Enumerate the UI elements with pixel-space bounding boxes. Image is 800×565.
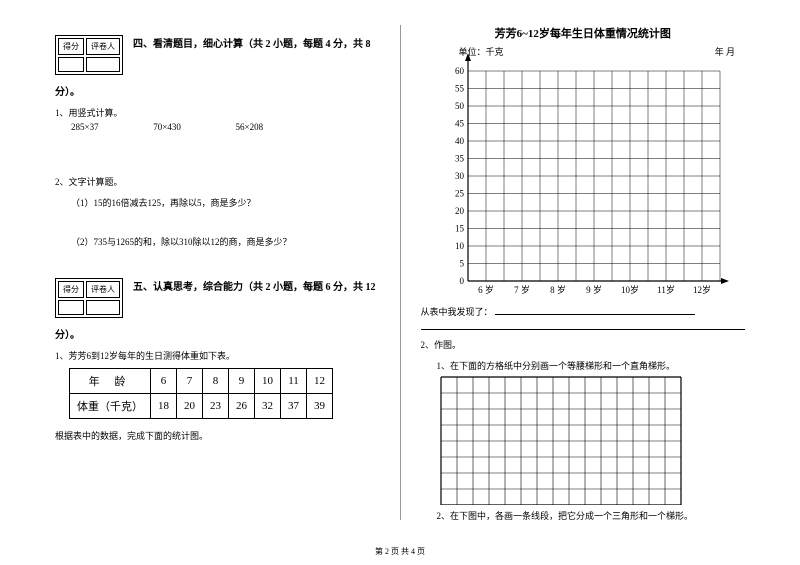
calc-1: 285×37 xyxy=(71,122,151,132)
svg-text:45: 45 xyxy=(455,119,465,129)
svg-text:60: 60 xyxy=(455,66,465,76)
chart-grid: 605550454035302520151050 6 岁7 岁8 岁9 岁10岁… xyxy=(428,41,738,301)
score-box: 得分评卷人 xyxy=(55,35,123,75)
section4-title: 四、看清题目，细心计算（共 2 小题，每题 4 分，共 8 xyxy=(133,35,371,50)
page-footer: 第 2 页 共 4 页 xyxy=(0,546,800,557)
stat-chart: 芳芳6~12岁每年生日体重情况统计图 单位：千克 年 月 60555045403… xyxy=(421,25,746,330)
weight-label: 体重（千克） xyxy=(70,394,151,419)
score-box-2: 得分评卷人 xyxy=(55,278,123,318)
section5-continue: 分）。 xyxy=(55,326,380,341)
weight-table: 年 龄 6 7 8 9 10 11 12 体重（千克） 18 20 23 26 … xyxy=(69,368,333,419)
svg-text:5: 5 xyxy=(459,259,464,269)
svg-text:0: 0 xyxy=(459,276,464,286)
s4-q1: 1、用竖式计算。 xyxy=(55,106,380,119)
score-h1: 得分 xyxy=(58,38,84,55)
chart-unit: 单位：千克 xyxy=(459,45,504,58)
svg-text:7 岁: 7 岁 xyxy=(514,284,530,295)
discover-line xyxy=(421,320,746,330)
q2-title: 2、作图。 xyxy=(421,338,746,351)
svg-text:9 岁: 9 岁 xyxy=(586,284,602,295)
calc-2: 70×430 xyxy=(153,122,233,132)
q2-sub1: 1、在下面的方格纸中分别画一个等腰梯形和一个直角梯形。 xyxy=(437,359,746,372)
svg-text:10: 10 xyxy=(455,241,465,251)
calc-row: 285×37 70×430 56×208 xyxy=(71,122,380,132)
discover-label: 从表中我发现了： xyxy=(421,307,493,317)
chart-title: 芳芳6~12岁每年生日体重情况统计图 xyxy=(421,25,746,41)
s4-q2-2: （2）735与1265的和，除以310除以12的商，商是多少？ xyxy=(71,235,380,248)
svg-text:20: 20 xyxy=(455,206,465,216)
draw-grid xyxy=(439,375,746,505)
section4-continue: 分）。 xyxy=(55,83,380,98)
svg-text:50: 50 xyxy=(455,101,465,111)
chart-date: 年 月 xyxy=(715,45,735,58)
age-label: 年 龄 xyxy=(70,369,151,394)
svg-text:12岁: 12岁 xyxy=(693,284,711,295)
svg-text:8 岁: 8 岁 xyxy=(550,284,566,295)
s5-note: 根据表中的数据，完成下面的统计图。 xyxy=(55,429,380,442)
svg-text:25: 25 xyxy=(455,189,465,199)
s4-q2: 2、文字计算题。 xyxy=(55,175,380,188)
svg-text:11岁: 11岁 xyxy=(657,284,675,295)
svg-text:15: 15 xyxy=(455,224,465,234)
s4-q2-1: （1）15的16倍减去125，再除以5，商是多少？ xyxy=(71,196,380,209)
svg-text:55: 55 xyxy=(455,84,465,94)
svg-text:40: 40 xyxy=(455,136,465,146)
section5-title: 五、认真思考，综合能力（共 2 小题，每题 6 分，共 12 xyxy=(133,278,376,293)
svg-text:30: 30 xyxy=(455,171,465,181)
score-h2: 评卷人 xyxy=(86,38,120,55)
svg-text:6 岁: 6 岁 xyxy=(478,284,494,295)
q2-sub2: 2、在下图中，各画一条线段，把它分成一个三角形和一个梯形。 xyxy=(437,509,746,522)
s5-q1: 1、芳芳6到12岁每年的生日测得体重如下表。 xyxy=(55,349,380,362)
svg-text:10岁: 10岁 xyxy=(621,284,639,295)
calc-3: 56×208 xyxy=(236,122,316,132)
svg-text:35: 35 xyxy=(455,154,465,164)
